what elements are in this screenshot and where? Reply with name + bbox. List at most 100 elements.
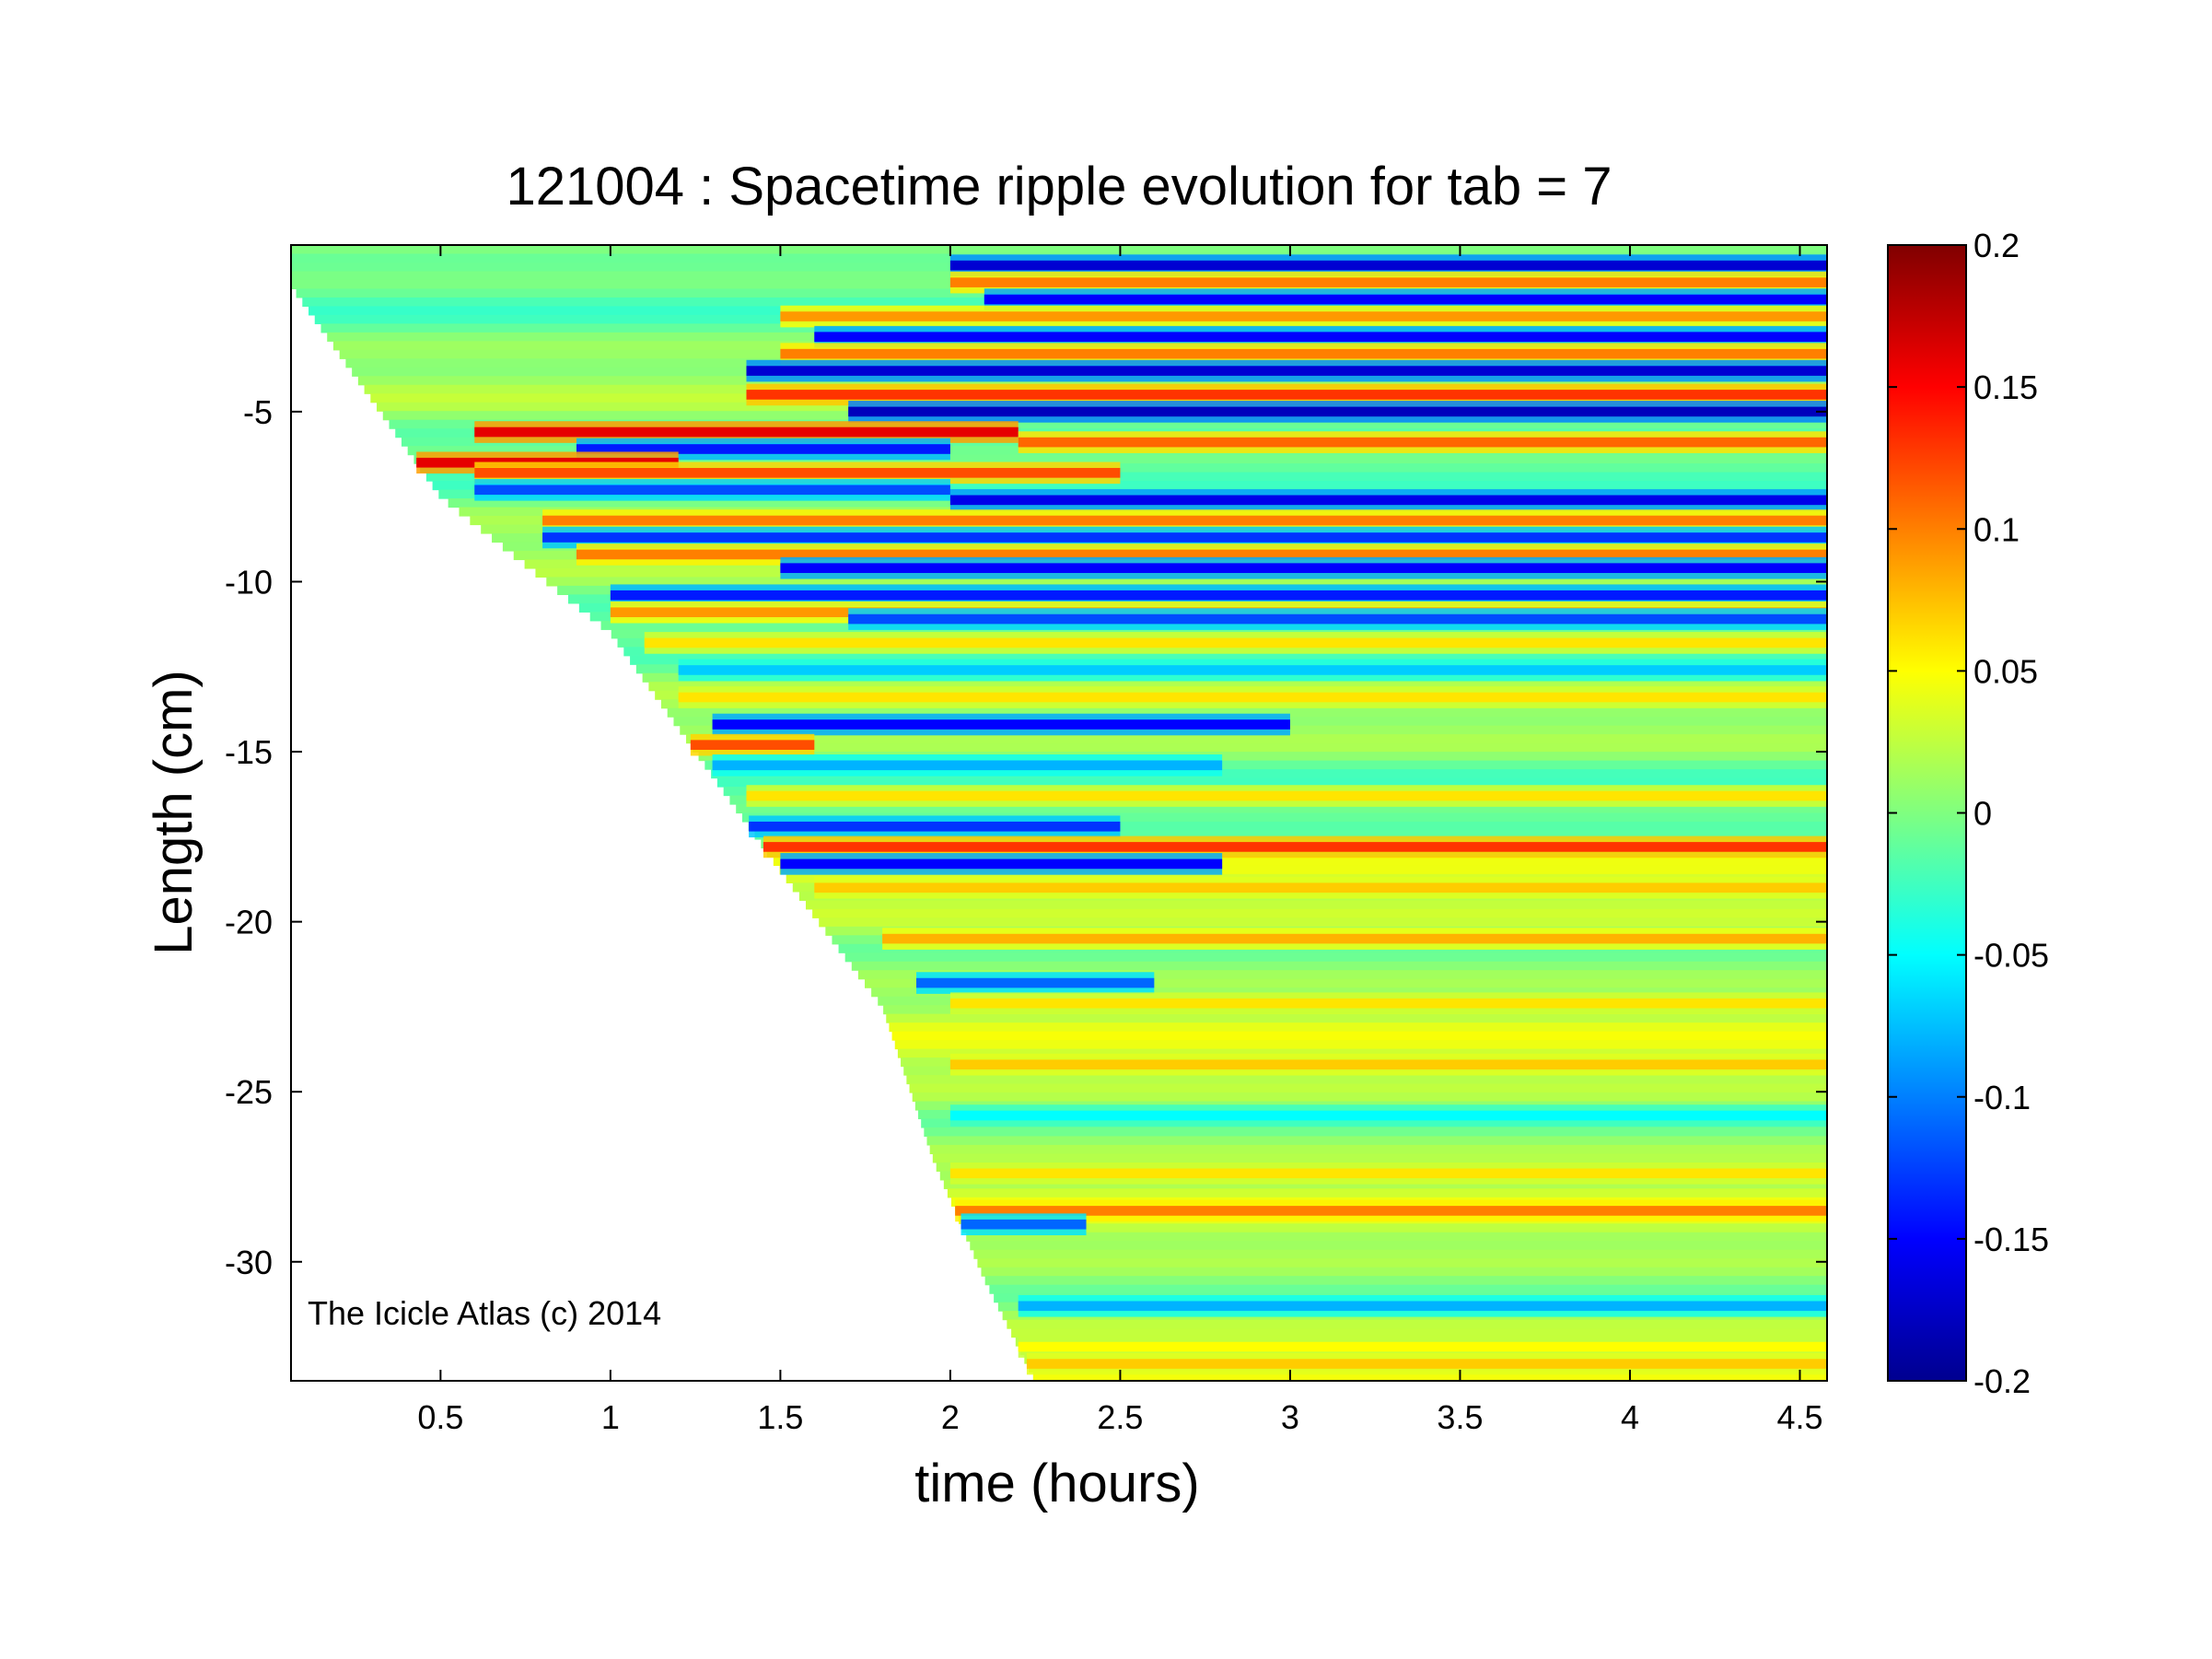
plot-axes-box <box>290 244 1828 1382</box>
heatmap-row <box>686 734 1827 744</box>
heatmap-row <box>909 1083 1827 1093</box>
ripple-band <box>1018 1341 1827 1352</box>
colorbar-tick-label: -0.1 <box>1973 1079 2031 1116</box>
ripple-band <box>678 692 1827 703</box>
heatmap-row <box>698 752 1827 762</box>
heatmap-row <box>932 1153 1827 1163</box>
heatmap-row <box>912 1092 1827 1103</box>
x-axis-ticks: 0.5 1 1.5 2 2.5 3 3.5 4 4.5 <box>417 245 1823 1436</box>
ripple-band <box>610 590 1827 601</box>
heatmap-row <box>667 707 1827 718</box>
ripple-band <box>542 515 1827 526</box>
ripple-band <box>955 1206 1827 1216</box>
heatmap-row <box>741 812 1827 823</box>
ripple-band <box>678 665 1827 675</box>
heatmap-row <box>754 830 1827 840</box>
heatmap-row <box>943 1179 1827 1189</box>
ripple-band <box>576 444 950 454</box>
ripple-band <box>814 332 1827 342</box>
ripple-band <box>949 1168 1827 1179</box>
heatmap-row <box>291 245 1827 255</box>
ripple-band <box>949 495 1827 506</box>
heatmap-row <box>425 472 1827 482</box>
ripple-band <box>746 790 1827 801</box>
heatmap-row <box>692 742 1827 753</box>
ripple-band <box>949 277 1827 287</box>
ripple-band <box>949 1059 1827 1069</box>
ripple-band <box>848 613 1827 625</box>
ripple-band <box>474 426 1019 438</box>
colorbar-tick-label: 0.15 <box>1973 368 2038 406</box>
x-axis-label: time (hours) <box>914 1454 1199 1513</box>
heatmap-row <box>546 577 1827 587</box>
annotation-text: The Icicle Atlas (c) 2014 <box>308 1294 661 1332</box>
x-tick-label: 1.5 <box>757 1398 803 1436</box>
ripple-band <box>1026 1359 1827 1369</box>
x-tick-label: 3 <box>1281 1398 1299 1436</box>
ripple-band <box>882 933 1827 944</box>
heatmap-row <box>924 1127 1827 1138</box>
colorbar-ticks: 0.2 0.15 0.1 0.05 0 -0.05 -0.1 -0.15 -0.2 <box>1888 227 2049 1400</box>
ripple-band <box>814 882 1827 894</box>
ripple-band <box>780 563 1827 574</box>
heatmap-row <box>947 1188 1827 1198</box>
ripple-band <box>949 260 1827 271</box>
ripple-band <box>949 998 1827 1009</box>
ripple-band <box>690 740 815 750</box>
heatmap-row <box>711 769 1827 779</box>
ripple-band <box>949 1110 1827 1121</box>
ripple-band <box>576 549 1827 560</box>
heatmap-row <box>989 1284 1827 1294</box>
heatmap-row <box>389 419 1827 429</box>
heatmap-row <box>704 760 1827 770</box>
heatmap-row <box>970 1241 1827 1251</box>
colorbar: 0.2 0.15 0.1 0.05 0 -0.05 -0.1 -0.15 -0.2 <box>1887 227 2049 1400</box>
heatmap-row <box>871 987 1827 998</box>
heatmap-plot-area: 0.5 1 1.5 2 2.5 3 3.5 4 4.5 -5 -10 -15 -20 -25 -30 <box>225 244 1828 1436</box>
ripple-band <box>749 821 1121 832</box>
y-tick-label: -20 <box>225 904 273 941</box>
colorbar-tick-label: 0 <box>1973 795 1992 833</box>
y-tick-label: -15 <box>225 733 273 771</box>
y-axis-ticks: -5 -10 -15 -20 -25 -30 <box>225 393 1827 1281</box>
ripple-band <box>916 977 1155 988</box>
ripple-band <box>780 348 1827 359</box>
heatmap-row <box>906 1075 1827 1085</box>
ripple-band <box>474 468 1121 478</box>
heatmap-row <box>857 970 1827 980</box>
heatmap-row <box>716 777 1827 788</box>
heatmap-row <box>966 1232 1827 1242</box>
ripple-band <box>746 390 1827 400</box>
ripple-band <box>712 760 1223 771</box>
ripple-band <box>763 842 1827 852</box>
colorbar-tick-label: -0.15 <box>1973 1221 2049 1258</box>
heatmap-row <box>851 961 1827 971</box>
heatmap-row <box>420 463 1827 473</box>
heatmap-row <box>806 900 1827 910</box>
colorbar-tick-label: 0.1 <box>1973 510 2020 548</box>
x-tick-label: 4.5 <box>1776 1398 1822 1436</box>
x-tick-label: 4 <box>1621 1398 1639 1436</box>
heatmap-row <box>962 1223 1827 1233</box>
ripple-band <box>712 719 1290 730</box>
heatmap-row <box>1007 1319 1827 1329</box>
heatmap-row <box>844 952 1827 963</box>
heatmap-row <box>926 1136 1827 1146</box>
y-tick-label: -30 <box>225 1244 273 1281</box>
ripple-band <box>848 406 1827 417</box>
chart-title: 121004 : Spacetime ripple evolution for … <box>506 157 1612 216</box>
heatmap-row <box>736 804 1827 814</box>
heatmap-row <box>977 1258 1827 1268</box>
colorbar-tick-label: -0.2 <box>1973 1362 2031 1400</box>
x-tick-label: 2 <box>941 1398 960 1436</box>
colorbar-tick-label: 0.05 <box>1973 652 2038 690</box>
heatmap-row <box>973 1249 1827 1259</box>
heatmap-row <box>1032 1372 1827 1381</box>
colorbar-tick-label: -0.05 <box>1973 937 2049 975</box>
ripple-band <box>780 311 1827 321</box>
ripple-band <box>780 859 1223 870</box>
heatmap-row <box>812 908 1827 918</box>
heatmap-row <box>773 856 1827 867</box>
y-tick-label: -25 <box>225 1073 273 1111</box>
